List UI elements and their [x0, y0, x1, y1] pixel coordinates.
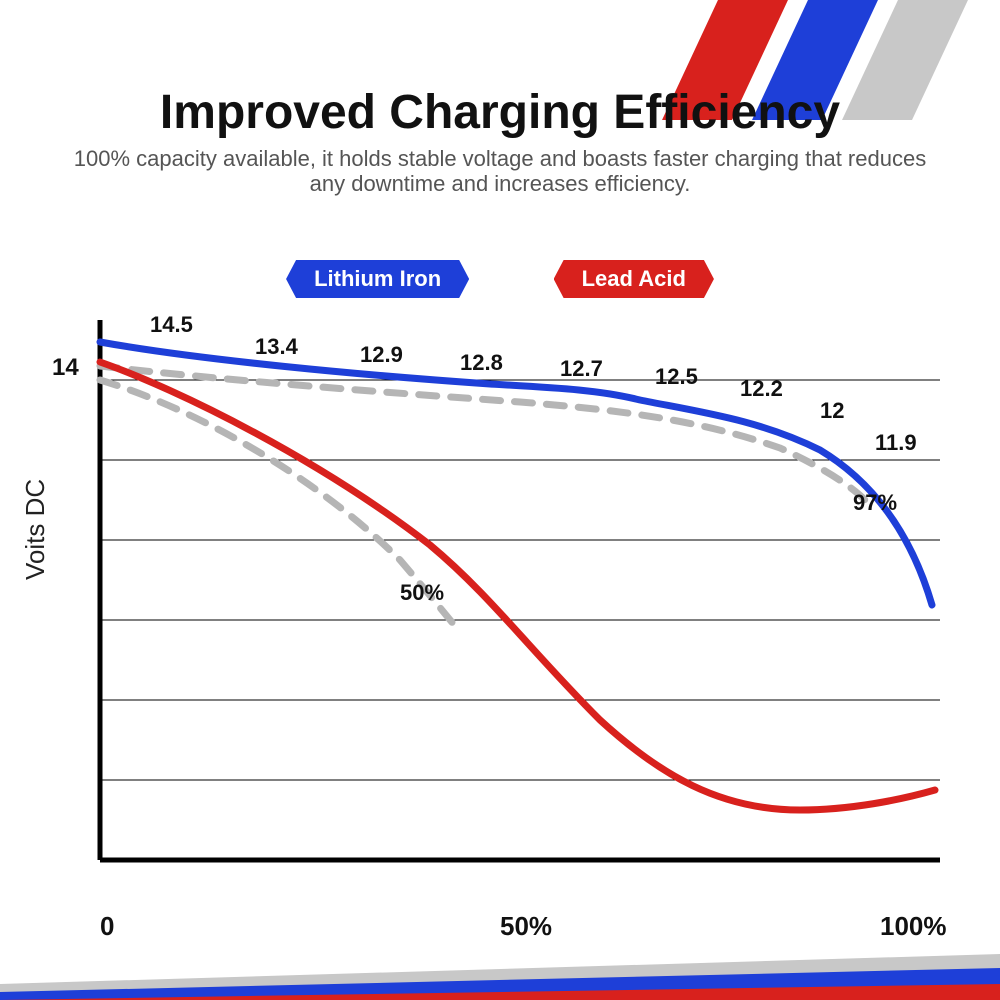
- y-axis-label: Voits DC: [20, 479, 51, 580]
- vlabel-8: 11.9: [875, 430, 917, 456]
- pct-50: 50%: [400, 580, 444, 606]
- vlabel-6: 12.2: [740, 376, 783, 402]
- bottom-stripe-decor: [0, 950, 1000, 1000]
- vlabel-3: 12.8: [460, 350, 503, 376]
- gridlines: [100, 380, 940, 780]
- chart: Voits DC 14 14.5 13.4 12.9 12.8 12.7 12.…: [60, 320, 960, 900]
- legend-lithium: Lithium Iron: [286, 260, 469, 298]
- legend-lead: Lead Acid: [554, 260, 714, 298]
- vlabel-2: 12.9: [360, 342, 403, 368]
- page-subtitle: 100% capacity available, it holds stable…: [70, 146, 930, 197]
- vlabel-4: 12.7: [560, 356, 603, 382]
- xtick-50: 50%: [500, 911, 552, 942]
- page-title: Improved Charging Efficiency: [0, 85, 1000, 140]
- vlabel-7: 12: [820, 398, 844, 424]
- xtick-100: 100%: [880, 911, 947, 942]
- pct-97: 97%: [853, 490, 897, 516]
- y-tick-14: 14: [52, 354, 79, 382]
- legend: Lithium Iron Lead Acid: [0, 260, 1000, 298]
- vlabel-0: 14.5: [150, 312, 193, 338]
- xtick-0: 0: [100, 911, 114, 942]
- header: Improved Charging Efficiency 100% capaci…: [0, 85, 1000, 197]
- vlabel-5: 12.5: [655, 364, 698, 390]
- vlabel-1: 13.4: [255, 334, 298, 360]
